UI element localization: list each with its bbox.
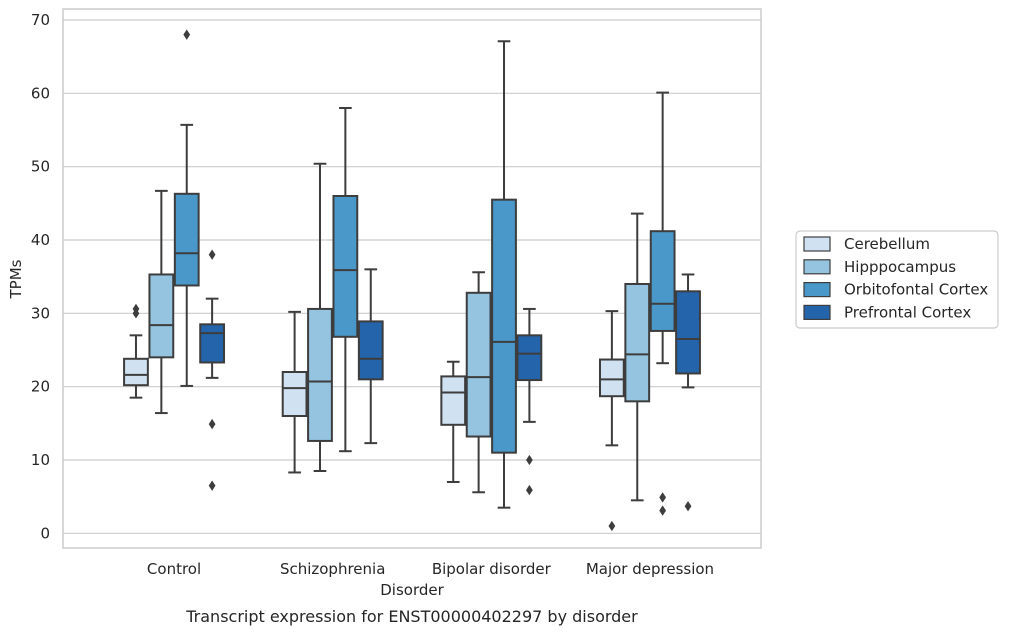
legend-swatch bbox=[803, 304, 831, 320]
outlier-point bbox=[608, 520, 616, 532]
x-tick-label: Schizophrenia bbox=[280, 560, 385, 578]
x-tick-label: Bipolar disorder bbox=[432, 560, 552, 578]
outlier-point bbox=[208, 418, 216, 430]
box-iqr bbox=[199, 323, 226, 364]
legend-swatch bbox=[803, 282, 831, 298]
box-iqr bbox=[332, 195, 359, 338]
legend-swatch bbox=[803, 259, 831, 275]
y-axis-ticks: 0 10 20 30 40 50 60 70 bbox=[31, 11, 50, 542]
box-3-1 bbox=[357, 268, 384, 445]
x-tick-label: Control bbox=[147, 560, 201, 578]
legend-entry: Orbitofontal Cortex bbox=[844, 281, 988, 299]
box-2-0 bbox=[173, 29, 200, 387]
box-0-1 bbox=[281, 310, 308, 474]
box-iqr bbox=[649, 230, 676, 332]
legend-swatch bbox=[803, 236, 831, 252]
box-1-1 bbox=[307, 162, 333, 472]
box-iqr bbox=[598, 358, 625, 398]
y-tick-label: 0 bbox=[40, 524, 50, 542]
x-axis-ticks: Control Schizophrenia Bipolar disorder Majo… bbox=[147, 560, 714, 578]
box-2-2 bbox=[491, 40, 517, 509]
x-axis-label: Disorder bbox=[380, 581, 444, 599]
outlier-point bbox=[208, 249, 216, 260]
box-iqr bbox=[148, 273, 175, 359]
box-0-2 bbox=[440, 360, 467, 483]
box-3-2 bbox=[516, 307, 543, 496]
x-tick-label: Major depression bbox=[586, 560, 714, 578]
y-tick-label: 70 bbox=[31, 11, 50, 29]
outlier-point bbox=[526, 454, 533, 466]
box-3-3 bbox=[675, 273, 701, 512]
legend-entry: Prefrontal Cortex bbox=[844, 303, 971, 321]
box-1-3 bbox=[624, 212, 651, 502]
box-iqr bbox=[440, 375, 467, 426]
box-iqr bbox=[491, 198, 517, 454]
box-iqr bbox=[173, 192, 200, 287]
y-tick-label: 50 bbox=[31, 158, 50, 176]
box-1-2 bbox=[465, 271, 492, 494]
outlier-point bbox=[659, 492, 667, 503]
outlier-point bbox=[684, 501, 692, 512]
outlier-point bbox=[208, 480, 216, 491]
y-grid bbox=[63, 19, 761, 534]
y-tick-label: 20 bbox=[31, 378, 50, 396]
legend-entry: Cerebellum bbox=[844, 235, 930, 253]
box-iqr bbox=[123, 357, 149, 387]
y-tick-label: 10 bbox=[31, 451, 50, 469]
y-tick-label: 30 bbox=[31, 304, 50, 322]
legend-entry: Hipppocampus bbox=[844, 258, 956, 276]
plot-frame bbox=[62, 8, 762, 549]
box-0-3 bbox=[598, 310, 625, 532]
box-iqr bbox=[624, 283, 651, 403]
box-iqr bbox=[307, 307, 333, 442]
box-iqr bbox=[465, 291, 492, 438]
y-axis-label: TPMs bbox=[7, 259, 25, 299]
outlier-point bbox=[659, 505, 667, 516]
legend: Cerebellum Hipppocampus Orbitofontal Corte… bbox=[795, 230, 999, 329]
box-iqr bbox=[357, 320, 384, 381]
y-tick-label: 60 bbox=[31, 84, 50, 102]
legend-frame bbox=[795, 230, 999, 329]
y-tick-label: 40 bbox=[31, 231, 50, 249]
box-0-0 bbox=[123, 303, 149, 399]
box-3-0 bbox=[199, 249, 226, 491]
box-iqr bbox=[516, 334, 543, 382]
outlier-point bbox=[132, 303, 140, 315]
boxes bbox=[123, 29, 701, 532]
box-1-0 bbox=[148, 189, 175, 415]
box-iqr bbox=[675, 290, 701, 375]
box-iqr bbox=[281, 371, 308, 417]
box-2-3 bbox=[649, 91, 676, 516]
outlier-point bbox=[526, 484, 533, 496]
chart-caption: Transcript expression for ENST0000040229… bbox=[185, 607, 638, 626]
outlier-point bbox=[183, 29, 191, 40]
box-2-1 bbox=[332, 107, 359, 453]
